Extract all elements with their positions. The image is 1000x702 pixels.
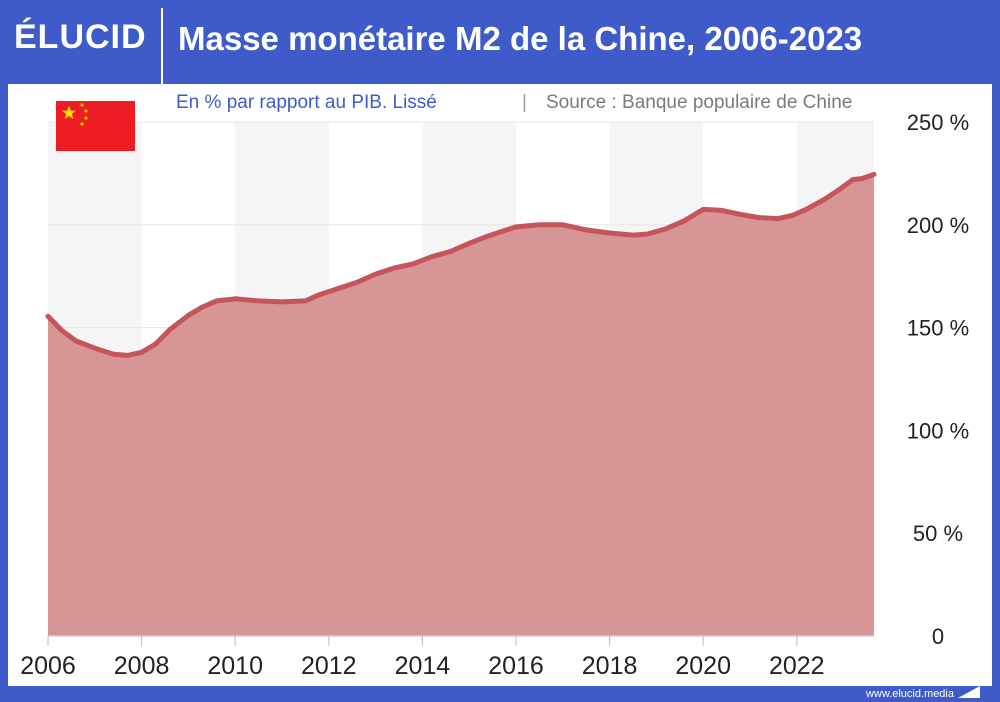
flag-background	[56, 101, 135, 151]
x-tick-label: 2008	[114, 652, 170, 680]
x-tick-label: 2022	[769, 652, 825, 680]
header-divider	[161, 8, 163, 84]
x-tick-label: 2016	[488, 652, 544, 680]
elucid-mark-icon	[958, 686, 980, 698]
footer-url[interactable]: www.elucid.media	[865, 688, 954, 700]
x-tick-label: 2014	[395, 652, 451, 680]
brand-logo[interactable]: ÉLUCID	[14, 18, 147, 56]
y-tick-label: 0	[932, 624, 944, 649]
x-tick-label: 2012	[301, 652, 357, 680]
flag-small-star	[83, 115, 89, 121]
y-tick-label: 200 %	[907, 213, 969, 238]
flag-small-star	[79, 102, 85, 108]
y-tick-label: 100 %	[907, 418, 969, 443]
y-tick-label: 150 %	[907, 316, 969, 341]
series-line	[45, 171, 877, 358]
page-title: Masse monétaire M2 de la Chine, 2006-202…	[178, 20, 863, 57]
y-tick-label: 250 %	[907, 110, 969, 135]
chart-subtitle-source: Source : Banque populaire de Chine	[546, 92, 852, 113]
series-area	[48, 174, 874, 636]
x-tick-label: 2006	[20, 652, 76, 680]
y-axis-ticks: 0 50 % 100 % 150 % 200 % 250 %	[907, 110, 969, 649]
china-flag-icon	[56, 101, 135, 151]
x-tick-label: 2010	[207, 652, 263, 680]
flag-small-star	[83, 108, 89, 114]
flag-big-star	[61, 105, 77, 120]
header-bar: ÉLUCID Masse monétaire M2 de la Chine, 2…	[0, 0, 1000, 84]
x-axis-ticks: 2006 2008 2010 2012 2014 2016 2018 2020 2022	[20, 636, 825, 680]
chart-subtitle-description: En % par rapport au PIB. Lissé	[176, 92, 437, 113]
x-tick-label: 2018	[582, 652, 638, 680]
chart-subtitle-separator: |	[522, 92, 527, 113]
y-tick-label: 50 %	[913, 521, 963, 546]
x-tick-label: 2020	[675, 652, 731, 680]
flag-small-star	[79, 121, 85, 127]
flag-small-stars	[79, 102, 89, 127]
